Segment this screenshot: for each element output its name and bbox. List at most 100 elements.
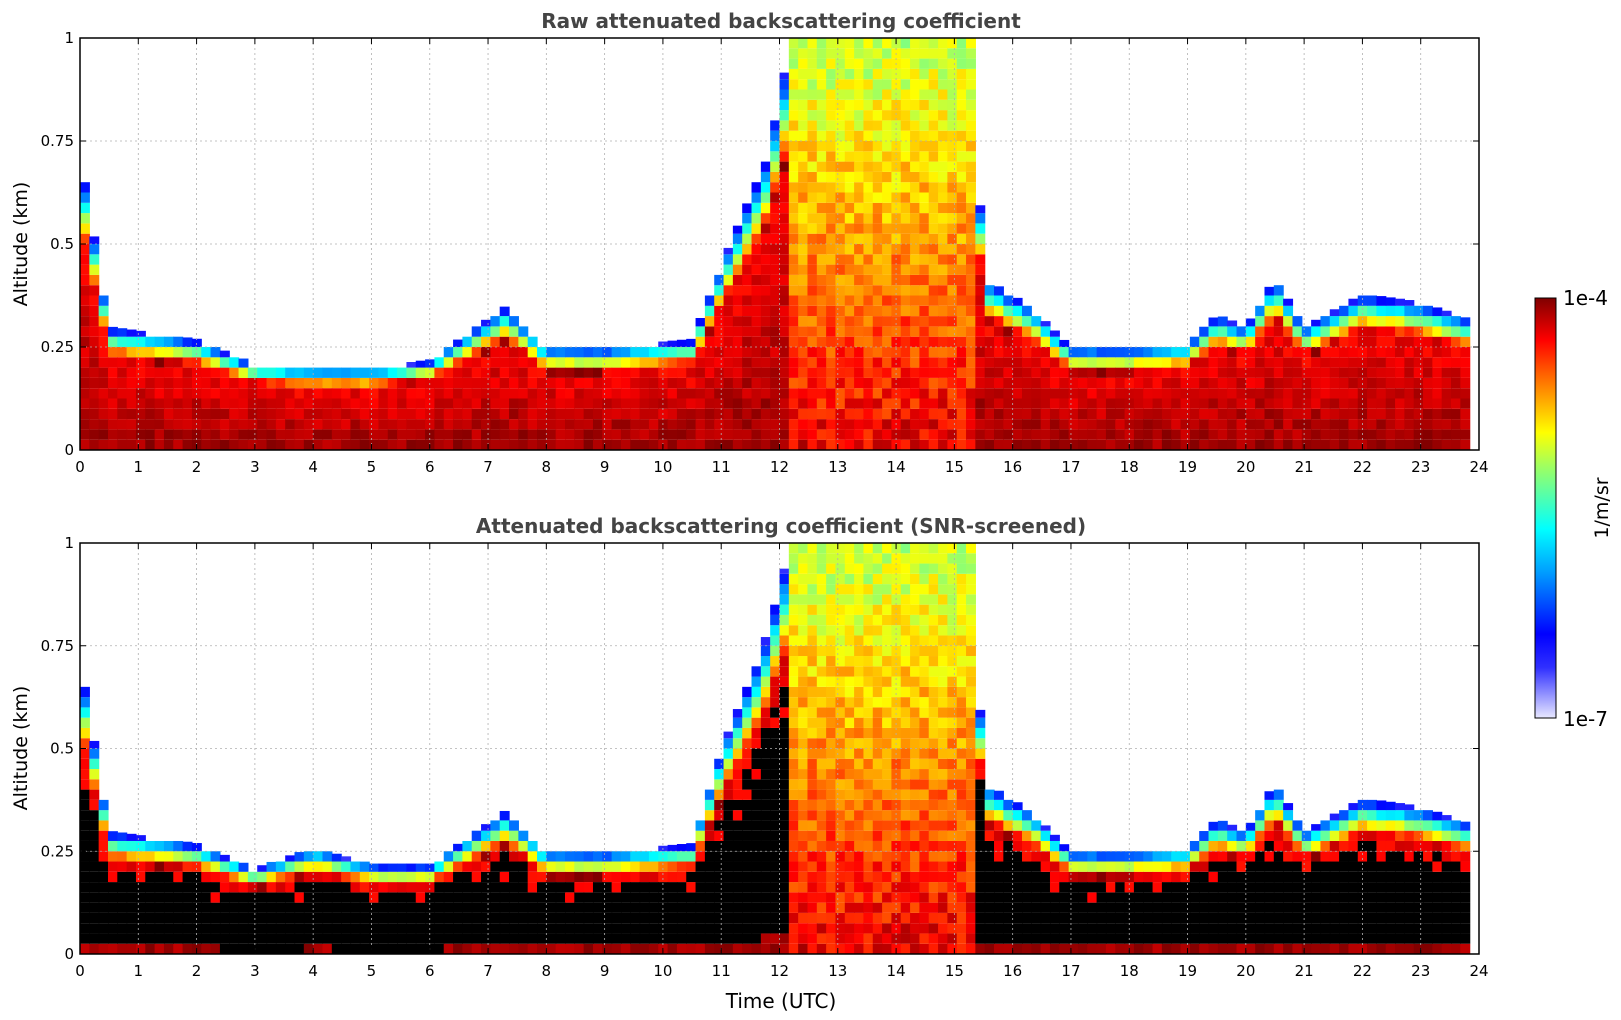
heatmap-cell	[779, 789, 790, 800]
heatmap-cell	[630, 902, 641, 913]
heatmap-cell	[1152, 408, 1163, 420]
heatmap-cell	[564, 377, 575, 389]
heatmap-cell	[1273, 912, 1284, 924]
heatmap-cell	[1423, 871, 1433, 883]
heatmap-screened	[80, 543, 1471, 954]
heatmap-cell	[1301, 882, 1312, 893]
heatmap-cell	[481, 357, 491, 368]
heatmap-cell	[704, 408, 715, 420]
heatmap-cell	[928, 377, 939, 389]
heatmap-cell	[667, 851, 678, 862]
heatmap-cell	[1264, 791, 1275, 800]
heatmap-cell	[928, 419, 939, 430]
heatmap-cell	[1311, 902, 1322, 913]
heatmap-cell	[126, 408, 137, 420]
heatmap-cell	[1451, 326, 1461, 337]
heatmap-cell	[742, 697, 753, 708]
heatmap-cell	[1189, 902, 1200, 913]
heatmap-cell	[1320, 912, 1331, 924]
heatmap-cell	[723, 789, 734, 800]
heatmap-cell	[779, 316, 790, 327]
heatmap-cell	[1227, 377, 1238, 389]
heatmap-cell	[80, 820, 90, 831]
heatmap-cell	[1087, 871, 1098, 883]
heatmap-cell	[341, 408, 352, 420]
heatmap-cell	[882, 563, 893, 574]
heatmap-cell	[863, 254, 874, 265]
heatmap-cell	[835, 686, 846, 698]
heatmap-cell	[1348, 892, 1359, 903]
heatmap-cell	[966, 233, 976, 244]
heatmap-cell	[816, 614, 827, 626]
heatmap-cell	[537, 357, 547, 368]
heatmap-cell	[919, 316, 930, 327]
heatmap-cell	[1059, 943, 1070, 954]
heatmap-cell	[257, 871, 268, 883]
heatmap-cell	[928, 213, 939, 224]
heatmap-cell	[499, 429, 510, 440]
heatmap-cell	[984, 861, 995, 872]
heatmap-cell	[816, 943, 827, 954]
heatmap-cell	[266, 933, 277, 944]
heatmap-cell	[210, 357, 221, 368]
heatmap-cell	[80, 861, 90, 872]
heatmap-cell	[975, 377, 986, 389]
heatmap-cell	[770, 625, 781, 636]
heatmap-cell	[481, 912, 491, 924]
heatmap-cell	[872, 861, 883, 872]
heatmap-cell	[928, 933, 939, 944]
heatmap-cell	[798, 58, 809, 69]
heatmap-cell	[1171, 861, 1182, 872]
heatmap-cell	[910, 274, 920, 286]
heatmap-cell	[1189, 336, 1200, 347]
heatmap-cell	[453, 943, 463, 954]
heatmap-cell	[1040, 933, 1051, 944]
heatmap-cell	[1143, 892, 1154, 903]
heatmap-cell	[760, 408, 771, 420]
heatmap-cell	[844, 38, 855, 49]
heatmap-cell	[1273, 892, 1284, 903]
heatmap-cell	[975, 902, 986, 913]
heatmap-cell	[1441, 943, 1452, 954]
heatmap-cell	[1320, 408, 1331, 420]
heatmap-cell	[1236, 347, 1247, 358]
heatmap-cell	[966, 902, 976, 913]
heatmap-cell	[816, 429, 827, 440]
heatmap-cell	[117, 923, 128, 934]
heatmap-cell	[807, 943, 818, 954]
heatmap-cell	[1171, 419, 1182, 430]
heatmap-cell	[919, 861, 930, 872]
heatmap-cell	[947, 223, 958, 234]
heatmap-cell	[900, 933, 911, 944]
heatmap-cell	[527, 429, 538, 440]
heatmap-cell	[975, 408, 986, 420]
heatmap-cell	[462, 943, 473, 954]
heatmap-cell	[154, 388, 165, 399]
heatmap-cell	[798, 38, 809, 49]
heatmap-cell	[826, 707, 837, 718]
heatmap-cell	[210, 367, 221, 378]
heatmap-cell	[844, 892, 855, 903]
heatmap-cell	[294, 892, 305, 903]
heatmap-cell	[704, 357, 715, 368]
heatmap-cell	[1292, 861, 1303, 872]
heatmap-cell	[760, 902, 771, 913]
heatmap-cell	[900, 830, 911, 841]
heatmap-cell	[826, 573, 837, 585]
heatmap-cell	[835, 120, 846, 131]
heatmap-cell	[1189, 943, 1200, 954]
heatmap-cell	[462, 336, 473, 347]
heatmap-cell	[191, 882, 202, 893]
heatmap-cell	[117, 408, 128, 420]
heatmap-cell	[919, 553, 930, 564]
heatmap-cell	[798, 357, 809, 368]
heatmap-cell	[994, 388, 1004, 399]
heatmap-cell	[462, 367, 473, 378]
heatmap-cell	[779, 769, 790, 780]
heatmap-cell	[798, 305, 809, 317]
heatmap-cell	[1003, 326, 1014, 337]
heatmap-cell	[807, 717, 818, 728]
heatmap-cell	[238, 943, 249, 954]
heatmap-cell	[723, 254, 734, 265]
heatmap-cell	[1320, 429, 1331, 440]
